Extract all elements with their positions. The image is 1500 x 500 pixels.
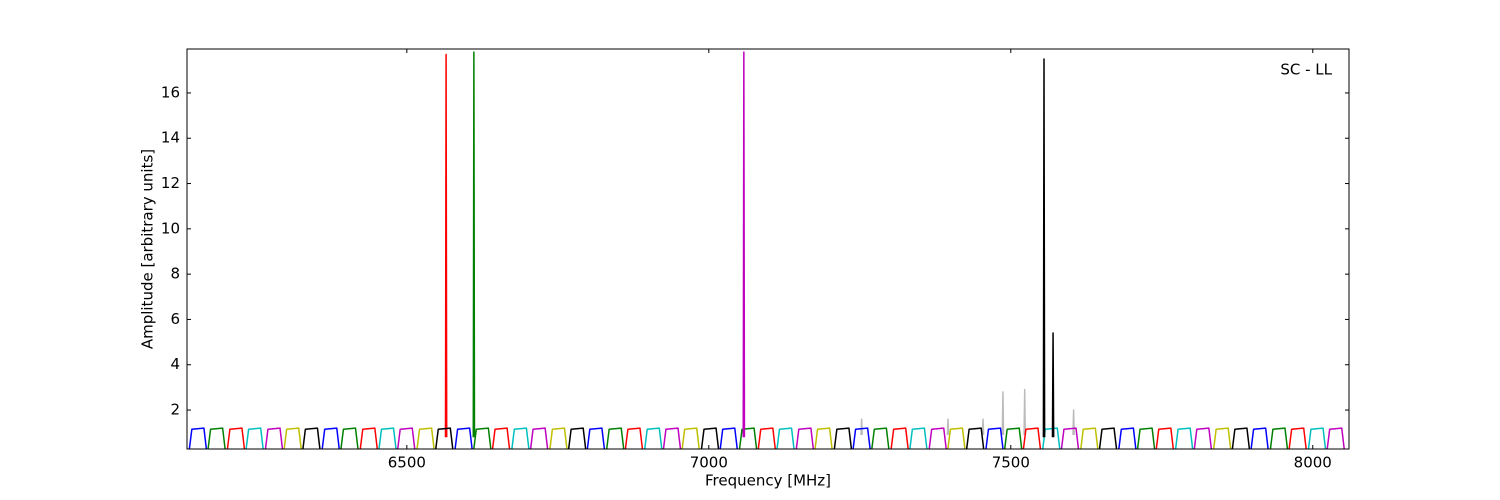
x-tick-label: 7000 (690, 454, 728, 472)
series-line (283, 427, 1232, 449)
y-tick-label: 14 (161, 129, 180, 147)
y-tick-label: 6 (170, 310, 180, 328)
y-tick-label: 16 (161, 83, 180, 101)
series-line (207, 51, 1289, 449)
series-line (302, 58, 1251, 449)
series-line (860, 388, 1075, 435)
lines (188, 51, 1345, 449)
x-tick-label: 7500 (992, 454, 1030, 472)
y-tick-label: 10 (161, 219, 180, 237)
y-tick-label: 4 (170, 355, 180, 373)
y-tick-label: 12 (161, 174, 180, 192)
x-tick-label: 6500 (388, 454, 426, 472)
series-line (188, 427, 1269, 449)
plot-frame (186, 48, 1350, 450)
series-line (264, 51, 1345, 449)
y-tick-label: 8 (170, 265, 180, 283)
plot-area (187, 49, 1349, 449)
y-axis-label: Amplitude [arbitrary units] (139, 149, 157, 349)
x-axis-label: Frequency [MHz] (705, 472, 831, 490)
x-tick-label: 8000 (1294, 454, 1332, 472)
series-line (245, 427, 1327, 449)
y-tick-label: 2 (170, 401, 180, 419)
series-line (226, 53, 1307, 449)
annotation: SC - LL (1280, 61, 1332, 79)
